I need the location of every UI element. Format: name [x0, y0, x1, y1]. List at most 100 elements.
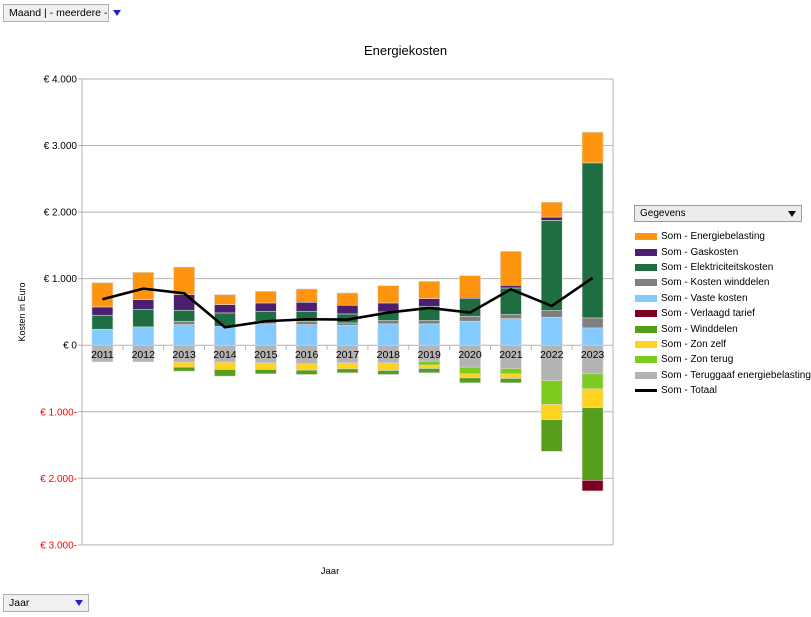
bar-segment: [459, 366, 481, 375]
bar-segment: [295, 369, 318, 375]
bar-segment: [540, 220, 563, 311]
x-tick-label: 2021: [499, 349, 523, 361]
y-tick-label: € 0: [63, 341, 77, 352]
bar-segment: [132, 272, 155, 300]
bar-segment: [132, 309, 155, 328]
x-tick-label: 2020: [458, 349, 482, 361]
month-filter-label: Maand | - meerdere -: [9, 7, 108, 19]
legend-item: Som - Verlaagd tarief: [635, 306, 811, 321]
bar-segment: [255, 369, 277, 375]
bar-segment: [581, 479, 604, 492]
y-tick-label: € 4.000: [44, 75, 78, 86]
bar-segment: [295, 301, 318, 312]
chart-title: Energiekosten: [363, 43, 448, 58]
bar-segment: [91, 314, 114, 330]
bar-segment: [336, 362, 359, 370]
x-tick-label: 2017: [336, 349, 360, 361]
legend-item: Som - Kosten winddelen: [635, 275, 811, 290]
year-filter-dropdown[interactable]: Jaar: [3, 594, 89, 612]
x-tick-label: 2023: [581, 349, 605, 361]
bar-segment: [418, 364, 440, 369]
x-tick-label: 2019: [418, 349, 442, 361]
bar-segment: [91, 306, 114, 316]
bar-segment: [377, 370, 400, 375]
bar-segment: [295, 324, 318, 346]
bar-segment: [173, 309, 195, 322]
bar-segment: [500, 314, 522, 319]
bar-segment: [540, 216, 563, 221]
bar-segment: [173, 324, 195, 346]
bar-segment: [295, 320, 318, 325]
legend-item-label: Som - Winddelen: [661, 323, 738, 335]
bar-segment: [540, 380, 563, 405]
x-tick-label: 2012: [132, 349, 156, 361]
bar-segment: [255, 362, 277, 370]
legend-color-swatch-icon: [635, 294, 657, 302]
bar-segment: [255, 290, 277, 304]
bar-segment: [500, 368, 522, 375]
y-tick-label: € 1.000: [44, 274, 78, 285]
bar-segment: [336, 304, 359, 315]
chevron-down-icon: [113, 10, 122, 16]
bar-segment: [214, 361, 236, 370]
bar-segment: [255, 323, 277, 346]
bar-segment: [418, 323, 440, 346]
bar-segment: [377, 320, 400, 325]
legend-item: Som - Elektriciteitskosten: [635, 260, 811, 275]
legend-color-swatch-icon: [635, 248, 657, 256]
bar-segment: [500, 318, 522, 346]
bar-segment: [540, 316, 563, 346]
bar-segment: [581, 317, 604, 329]
bar-segment: [173, 361, 195, 368]
x-tick-label: 2014: [213, 349, 237, 361]
x-tick-label: 2022: [540, 349, 564, 361]
legend-item-label: Som - Kosten winddelen: [661, 277, 770, 289]
bar-segment: [295, 288, 318, 303]
legend-item-label: Som - Gaskosten: [661, 246, 739, 258]
bar-segment: [173, 320, 195, 325]
bar-segment: [581, 162, 604, 319]
legend-item-label: Som - Elektriciteitskosten: [661, 261, 774, 273]
y-tick-label: € 2.000: [44, 208, 78, 219]
legend-color-swatch-icon: [635, 263, 657, 271]
legend-item: Som - Vaste kosten: [635, 291, 811, 306]
y-tick-label: € 1.000-: [40, 407, 77, 418]
month-filter-dropdown[interactable]: Maand | - meerdere -: [3, 4, 122, 22]
bar-segment: [459, 275, 481, 298]
legend-item: Som - Winddelen: [635, 321, 811, 336]
bar-segment: [500, 285, 522, 289]
total-line: [102, 276, 594, 329]
bar-segment: [418, 320, 440, 325]
bar-segment: [255, 302, 277, 312]
bar-segment: [295, 363, 318, 371]
bar-segment: [132, 326, 155, 346]
chart-legend: Som - Energiebelasting Som - Gaskosten Som…: [635, 229, 811, 398]
legend-item: Som - Energiebelasting: [635, 229, 811, 244]
chevron-down-icon: [75, 600, 83, 606]
bar-segment: [336, 324, 359, 346]
legend-item: Som - Zon terug: [635, 352, 811, 367]
bar-segment: [540, 201, 563, 218]
bar-segment: [459, 320, 481, 346]
bar-segment: [581, 407, 604, 481]
bar-segment: [418, 298, 440, 307]
bar-segment: [132, 299, 155, 310]
legend-item-label: Som - Zon zelf: [661, 338, 727, 350]
bar-segment: [91, 328, 114, 346]
x-axis-title: Jaar: [320, 566, 340, 577]
legend-color-swatch-icon: [635, 356, 657, 364]
legend-field-dropdown[interactable]: Gegevens: [634, 205, 802, 222]
bar-segment: [214, 304, 236, 314]
x-tick-label: 2015: [254, 349, 278, 361]
bar-segment: [459, 377, 481, 384]
y-axis-title: Kosten in Euro: [17, 282, 27, 342]
bar-segment: [459, 373, 481, 379]
legend-item-label: Som - Teruggaaf energiebelasting: [661, 369, 811, 381]
legend-color-swatch-icon: [635, 340, 657, 348]
legend-item-label: Som - Verlaagd tarief: [661, 308, 755, 320]
bar-segment: [214, 325, 236, 346]
bar-segment: [173, 294, 195, 311]
bar-segment: [418, 360, 440, 366]
bar-segment: [540, 310, 563, 318]
